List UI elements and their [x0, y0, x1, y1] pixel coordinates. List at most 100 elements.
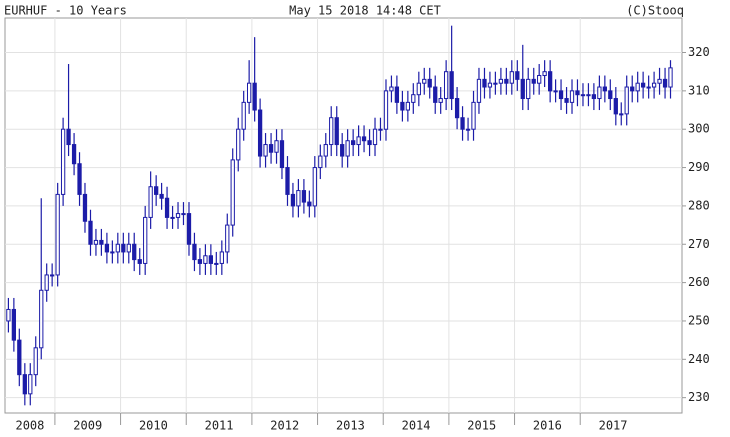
y-tick-label: 260 — [688, 275, 710, 289]
candle-body — [564, 98, 569, 103]
candle-body — [438, 98, 443, 103]
x-tick-label: 2010 — [139, 419, 168, 433]
candle-body — [268, 144, 274, 153]
candle-body — [635, 82, 640, 92]
candle-body — [132, 243, 137, 261]
candle-body — [252, 82, 257, 111]
candle-body — [186, 213, 192, 245]
candle-body — [82, 193, 88, 222]
candle-body — [99, 239, 104, 245]
y-tick-label: 280 — [688, 198, 710, 212]
y-tick-label: 290 — [688, 160, 710, 174]
candle-body — [548, 71, 553, 92]
candle-body — [531, 78, 536, 84]
candle-body — [159, 193, 164, 199]
candle-body — [526, 78, 531, 100]
y-tick-label: 250 — [688, 313, 710, 327]
y-tick-label: 300 — [688, 122, 710, 136]
candle-body — [640, 82, 646, 88]
candle-body — [219, 251, 224, 264]
candle-body — [312, 167, 317, 207]
x-tick-label: 2011 — [205, 419, 234, 433]
candle-body — [50, 274, 55, 277]
candle-body — [334, 117, 339, 146]
candle-body — [504, 78, 509, 84]
candle-body — [493, 82, 498, 85]
candle-body — [175, 213, 181, 218]
candle-body — [246, 82, 252, 103]
candle-body — [137, 259, 142, 264]
x-tick-label: 2013 — [336, 419, 365, 433]
candle-body — [542, 71, 547, 77]
candle-body — [279, 140, 285, 169]
y-tick-label: 240 — [688, 352, 710, 366]
candle-body — [290, 193, 296, 207]
candle-body — [619, 113, 624, 116]
candle-body — [164, 197, 170, 218]
candle-body — [241, 101, 246, 130]
candle-body — [104, 243, 110, 253]
candle-body — [367, 140, 372, 146]
candle-body — [192, 243, 197, 261]
candle-body — [307, 201, 312, 207]
candle-body — [378, 128, 383, 131]
candle-body — [39, 289, 44, 349]
candle-body — [263, 144, 268, 157]
candle-body — [476, 78, 482, 103]
candle-body — [170, 216, 175, 219]
candle-body — [487, 82, 493, 88]
candle-body — [71, 144, 77, 165]
candle-body — [66, 128, 71, 146]
candle-body — [236, 128, 241, 161]
y-tick-label: 270 — [688, 237, 710, 251]
candle-body — [126, 243, 131, 253]
candle-body — [608, 90, 613, 100]
candle-body — [597, 86, 602, 100]
candle-body — [443, 71, 449, 100]
chart-title: EURHUF - 10 Years — [4, 4, 127, 18]
candle-body — [55, 193, 60, 276]
candle-body — [340, 144, 345, 157]
candle-body — [591, 94, 597, 100]
candle-body — [345, 140, 350, 157]
candle-body — [318, 155, 323, 169]
candle-body — [558, 90, 564, 100]
candle-body — [208, 255, 213, 264]
candle-body — [624, 86, 629, 115]
candle-body — [181, 213, 186, 216]
candle-body — [657, 78, 662, 84]
candle-body — [553, 90, 558, 93]
candle-body — [575, 90, 580, 96]
candle-body — [630, 86, 635, 92]
candle-body — [537, 75, 542, 84]
candle-body — [197, 259, 203, 264]
x-tick-label: 2017 — [599, 419, 628, 433]
candle-body — [465, 128, 471, 131]
candle-body — [93, 239, 99, 245]
y-tick-label: 230 — [688, 390, 710, 404]
candle-body — [427, 78, 432, 88]
candle-body — [77, 163, 82, 195]
chart-subtitle: May 15 2018 14:48 CET — [289, 4, 441, 18]
candle-body — [154, 186, 159, 195]
candle-body — [11, 308, 17, 341]
x-tick-label: 2015 — [467, 419, 496, 433]
candle-body — [580, 94, 586, 97]
candle-body — [351, 140, 356, 146]
candle-body — [422, 78, 427, 84]
candle-body — [372, 128, 378, 146]
candle-body — [416, 82, 421, 96]
candle-body — [394, 86, 400, 103]
candle-body — [449, 71, 454, 100]
candle-body — [602, 86, 607, 92]
candle-body — [509, 71, 514, 84]
candle-body — [17, 339, 22, 376]
candle-body — [361, 136, 367, 142]
candle-body — [225, 224, 230, 253]
candle-body — [400, 101, 405, 111]
x-tick-label: 2008 — [15, 419, 44, 433]
candle-body — [520, 78, 525, 100]
candle-body — [651, 82, 657, 88]
candle-body — [662, 78, 668, 88]
